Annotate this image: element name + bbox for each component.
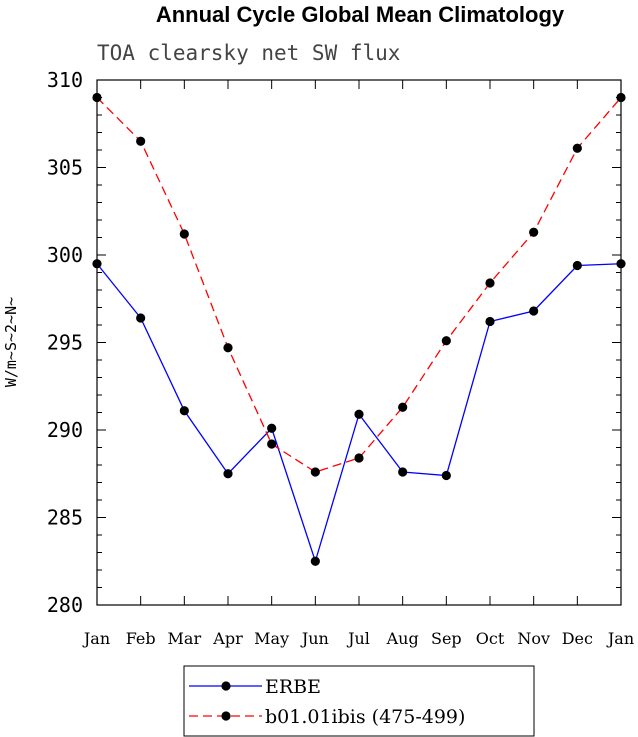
data-point — [310, 556, 320, 566]
y-tick-label: 290 — [47, 418, 83, 442]
x-tick-label: Jun — [300, 629, 329, 648]
plot-frame — [96, 79, 622, 606]
series-layer — [92, 92, 626, 566]
data-point — [354, 453, 364, 463]
x-tick-label: Jan — [606, 629, 634, 648]
x-tick-label: Oct — [476, 629, 505, 648]
legend-marker-0 — [221, 681, 231, 691]
data-point — [485, 278, 495, 288]
data-point — [398, 467, 408, 477]
data-point — [354, 409, 364, 419]
data-point — [572, 260, 582, 271]
y-axis-label: W/m~S~2~N~ — [2, 297, 20, 387]
data-point — [398, 402, 408, 412]
data-point — [223, 343, 233, 353]
data-point — [92, 259, 102, 269]
x-tick-label: Jul — [346, 629, 370, 648]
x-tick-label: Nov — [517, 629, 550, 648]
y-tick-label: 300 — [47, 243, 83, 267]
chart-subtitle: TOA clearsky net SW flux — [97, 41, 400, 65]
data-point — [267, 439, 277, 449]
x-tick-label: Feb — [126, 629, 156, 648]
data-point — [267, 423, 277, 433]
legend: ERBE b01.01ibis (475-499) — [183, 665, 535, 737]
y-tick-label: 285 — [47, 506, 83, 530]
data-point — [441, 470, 451, 481]
x-tick-label: Sep — [431, 629, 462, 648]
data-point — [136, 136, 146, 146]
y-tick-label: 305 — [47, 156, 83, 180]
legend-label-0: ERBE — [265, 676, 321, 698]
x-tick-label: Mar — [168, 629, 202, 648]
plot-axes: 280 285 290 295 300 305 310 Jan Feb Mar Apr May Jun J… — [47, 68, 634, 648]
x-tick-label: Jan — [82, 629, 110, 648]
x-tick-label: Apr — [212, 629, 243, 648]
data-point — [441, 336, 451, 346]
y-tick-label: 310 — [47, 68, 83, 92]
chart-title: Annual Cycle Global Mean Climatology — [156, 2, 565, 27]
data-point — [529, 227, 539, 237]
data-point — [179, 406, 189, 416]
data-point — [92, 92, 102, 103]
data-point — [179, 229, 189, 239]
legend-marker-1 — [221, 711, 231, 721]
data-point — [485, 316, 495, 327]
legend-label-1: b01.01ibis (475-499) — [265, 706, 465, 728]
y-tick-label: 280 — [47, 593, 83, 617]
x-tick-label: Aug — [386, 629, 419, 648]
legend-box — [183, 665, 535, 737]
data-point — [616, 92, 626, 103]
y-tick-label: 295 — [47, 331, 83, 355]
x-tick-label: May — [254, 629, 289, 648]
data-point — [529, 306, 539, 316]
data-point — [136, 313, 146, 323]
data-point — [616, 259, 626, 269]
data-point — [572, 143, 582, 153]
x-tick-label: Dec — [562, 629, 593, 648]
data-point — [223, 469, 233, 479]
data-point — [310, 467, 320, 477]
